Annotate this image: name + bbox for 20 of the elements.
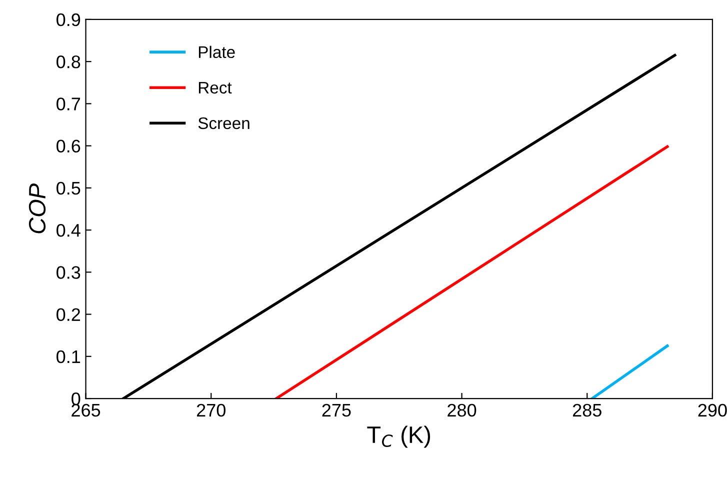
y-axis-title: COP: [28, 184, 46, 234]
legend-label: Screen: [198, 117, 250, 130]
y-tick-label: 0.8: [56, 55, 80, 68]
x-tick-label: 275: [322, 404, 351, 417]
y-tick-label: 0.2: [56, 308, 80, 321]
x-tick-label: 280: [448, 404, 476, 417]
y-tick-label: 0.6: [56, 140, 80, 153]
x-tick-label: 290: [698, 404, 727, 417]
x-tick-label: 285: [572, 404, 602, 417]
y-tick-label: 0.3: [56, 266, 80, 279]
y-tick-label: 0.9: [56, 13, 80, 26]
y-tick-label: 0.1: [56, 350, 80, 364]
x-tick-label: 265: [72, 404, 100, 417]
y-tick-label: 0.7: [56, 98, 80, 110]
legend-label: Plate: [198, 46, 235, 58]
y-tick-label: 0.5: [56, 182, 80, 195]
x-tick-label: 270: [196, 404, 226, 417]
y-tick-label: 0.4: [56, 224, 80, 237]
legend-label: Rect: [198, 82, 232, 94]
x-axis-title: T$_{C}$ (K): [367, 426, 430, 448]
